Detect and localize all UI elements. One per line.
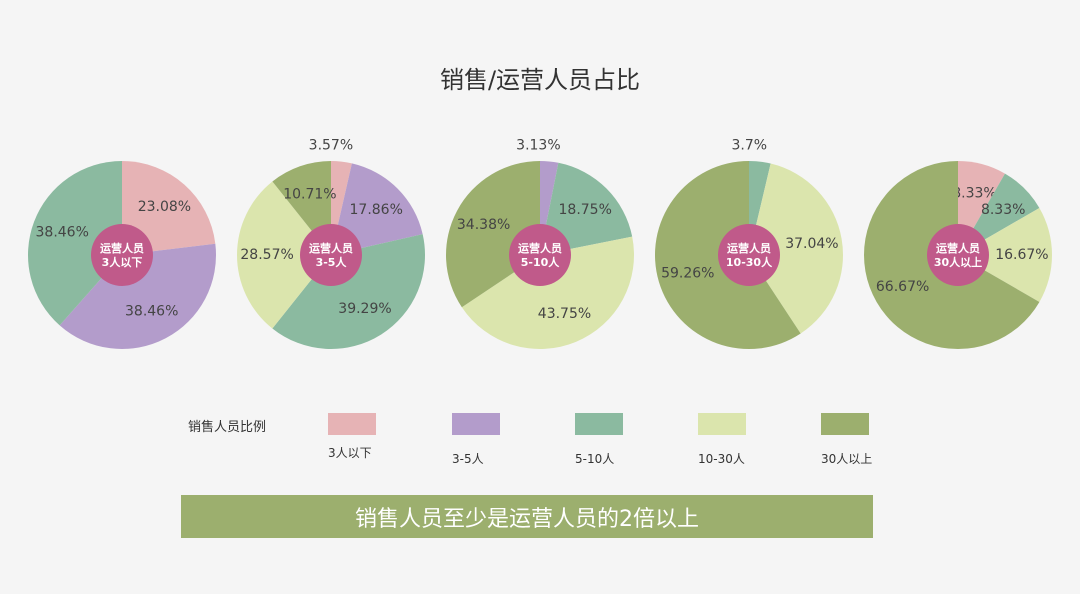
legend-item: 3人以下	[328, 413, 408, 461]
pie-slice	[122, 161, 216, 255]
center-label: 3-5人	[316, 255, 348, 269]
center-label: 运营人员	[518, 241, 562, 255]
legend-swatch	[698, 413, 746, 435]
center-label: 10-30人	[726, 255, 773, 269]
slice-label: 3.57%	[309, 138, 353, 154]
center-disc	[927, 224, 989, 286]
legend-swatch	[575, 413, 623, 435]
center-label: 30人以上	[934, 255, 982, 269]
slice-label: 17.86%	[350, 202, 403, 218]
center-label: 运营人员	[727, 241, 771, 255]
slice-label: 3.7%	[732, 138, 768, 154]
legend-item: 30人以上	[821, 413, 901, 467]
center-label: 运营人员	[309, 241, 353, 255]
center-label: 运营人员	[936, 241, 980, 255]
pie-slice	[237, 181, 331, 329]
slice-label: 8.33%	[952, 185, 996, 201]
legend-label: 3-5人	[452, 452, 484, 466]
conclusion-banner: 销售人员至少是运营人员的2倍以上	[181, 495, 873, 538]
legend-item: 10-30人	[698, 413, 778, 467]
center-disc	[718, 224, 780, 286]
legend-label: 30人以上	[821, 452, 873, 466]
pie-slice	[958, 207, 1053, 302]
slice-label: 37.04%	[785, 236, 838, 252]
slice-label: 38.46%	[125, 304, 178, 320]
legend-swatch	[821, 413, 869, 435]
legend-item: 5-10人	[575, 413, 655, 467]
pie-slice	[540, 162, 633, 255]
legend-label: 5-10人	[575, 452, 615, 466]
slice-label: 10.71%	[283, 187, 336, 203]
slice-label: 8.33%	[981, 202, 1025, 218]
center-disc	[509, 224, 571, 286]
slice-label: 28.57%	[240, 247, 293, 263]
pie-slice	[461, 236, 635, 349]
pie-slice	[749, 163, 843, 334]
legend-swatch	[328, 413, 376, 435]
center-label: 5-10人	[521, 255, 561, 269]
legend-label: 3人以下	[328, 446, 372, 460]
pie-slice	[272, 234, 426, 349]
legend-label: 10-30人	[698, 452, 745, 466]
chart-title: 销售/运营人员占比	[439, 66, 641, 94]
slice-label: 43.75%	[538, 306, 591, 322]
slice-label: 39.29%	[338, 301, 391, 317]
pie-slice	[28, 161, 123, 326]
pie-slice	[59, 243, 217, 349]
slice-label: 59.26%	[661, 265, 714, 281]
slice-label: 18.75%	[559, 202, 612, 218]
center-label: 3人以下	[102, 255, 143, 269]
legend-item: 3-5人	[452, 413, 532, 467]
legend-swatch	[452, 413, 500, 435]
slice-label: 23.08%	[138, 199, 191, 215]
center-disc	[300, 224, 362, 286]
slice-label: 38.46%	[36, 224, 89, 240]
slice-label: 34.38%	[457, 217, 510, 233]
slice-label: 16.67%	[995, 247, 1048, 263]
center-label: 运营人员	[100, 241, 144, 255]
pie-slice	[331, 163, 423, 255]
slice-label: 3.13%	[516, 138, 560, 154]
legend-title: 销售人员比例	[188, 420, 267, 435]
slice-label: 66.67%	[876, 279, 929, 295]
center-disc	[91, 224, 153, 286]
